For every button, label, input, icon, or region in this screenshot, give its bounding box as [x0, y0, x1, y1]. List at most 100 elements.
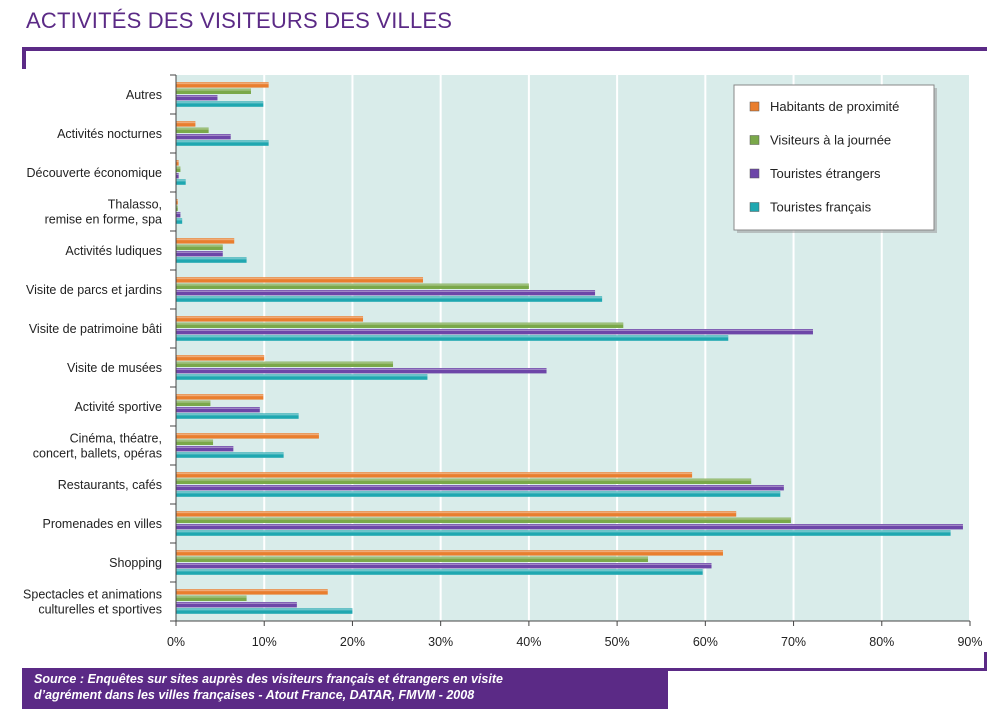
bar — [176, 355, 265, 361]
bar-highlight — [176, 121, 196, 124]
bar-highlight — [176, 407, 260, 409]
bar — [176, 511, 737, 517]
bar-highlight — [176, 440, 214, 442]
bar — [176, 238, 235, 244]
x-tick-label: 0% — [167, 635, 185, 649]
bar — [176, 290, 596, 296]
legend-label: Touristes étrangers — [770, 166, 881, 181]
category-label: Visite de patrimoine bâti — [29, 322, 162, 336]
bar-highlight — [176, 433, 319, 436]
x-tick-label: 90% — [957, 635, 982, 649]
bar-highlight — [176, 446, 234, 448]
x-tick-label: 70% — [781, 635, 806, 649]
bar — [176, 316, 364, 322]
category-label: Restaurants, cafés — [58, 478, 162, 492]
bar-highlight — [176, 160, 179, 163]
bar — [176, 530, 951, 536]
bar — [176, 277, 424, 283]
category-label: Shopping — [109, 556, 162, 570]
bar-highlight — [176, 316, 364, 319]
bar-highlight — [176, 563, 712, 565]
title-rule — [22, 47, 987, 51]
bar-highlight — [176, 245, 223, 247]
bar-highlight — [176, 238, 235, 241]
bar — [176, 472, 693, 478]
bar — [176, 374, 428, 380]
bar-highlight — [176, 128, 209, 130]
bar-highlight — [176, 258, 247, 260]
category-label: Cinéma, théatre, concert, ballets, opéras — [33, 432, 162, 461]
bar-highlight — [176, 609, 353, 611]
bar-highlight — [176, 102, 264, 104]
bar-highlight — [176, 219, 183, 221]
legend-swatch — [749, 202, 760, 212]
category-label: Spectacles et animations culturelles et s… — [23, 588, 162, 617]
bar — [176, 407, 260, 413]
bar — [176, 361, 394, 367]
category-label: Activités ludiques — [65, 244, 162, 258]
bar — [176, 160, 179, 166]
category-label: Découverte économique — [27, 166, 163, 180]
bar — [176, 140, 269, 146]
legend-label: Touristes français — [770, 200, 872, 215]
bar — [176, 517, 791, 523]
bar-highlight — [176, 251, 223, 253]
bar-highlight — [176, 589, 328, 592]
bar — [176, 478, 752, 484]
bar-highlight — [176, 323, 624, 325]
bar-highlight — [176, 284, 529, 286]
bar-highlight — [176, 180, 186, 182]
bar-highlight — [176, 206, 178, 208]
bar-highlight — [176, 355, 265, 358]
bar-highlight — [176, 199, 178, 202]
bar-highlight — [176, 414, 299, 416]
bar — [176, 524, 963, 530]
bar — [176, 251, 223, 257]
source-line-1: Source : Enquêtes sur sites auprès des v… — [34, 672, 503, 686]
bar — [176, 329, 813, 335]
bar — [176, 446, 234, 452]
bar — [176, 400, 211, 406]
legend: Habitants de proximité Visiteurs à la jou… — [733, 84, 937, 233]
bar-highlight — [176, 212, 181, 214]
bar-highlight — [176, 141, 269, 143]
bar-highlight — [176, 167, 181, 169]
bar-highlight — [176, 95, 218, 97]
bar — [176, 556, 648, 562]
bar — [176, 550, 723, 556]
bar — [176, 608, 353, 614]
bottom-rule-tick — [984, 652, 987, 671]
category-label: Autres — [126, 88, 162, 102]
x-tick-label: 20% — [340, 635, 365, 649]
bar-highlight — [176, 511, 737, 514]
bar — [176, 127, 209, 133]
title-rule-tick — [22, 47, 26, 69]
x-tick-label: 80% — [869, 635, 894, 649]
bar — [176, 179, 186, 185]
bar-highlight — [176, 531, 951, 533]
x-tick-label: 50% — [605, 635, 630, 649]
legend-swatch — [749, 101, 760, 112]
bar — [176, 134, 231, 140]
x-tick-label: 40% — [516, 635, 541, 649]
bar — [176, 433, 319, 439]
bar — [176, 452, 284, 458]
bar-highlight — [176, 550, 723, 553]
bottom-rule — [655, 668, 987, 671]
bar-highlight — [176, 524, 963, 526]
bar — [176, 368, 547, 374]
bar — [176, 218, 183, 224]
category-label: Activité sportive — [74, 400, 162, 414]
legend-label: Visiteurs à la journée — [770, 133, 891, 148]
legend-label: Habitants de proximité — [770, 99, 899, 114]
bar — [176, 166, 181, 172]
bar — [176, 595, 247, 601]
category-label: Thalasso, remise en forme, spa — [45, 198, 162, 227]
bar-highlight — [176, 368, 547, 370]
bar — [176, 88, 251, 94]
category-label: Visite de parcs et jardins — [26, 283, 162, 297]
bar-highlight — [176, 596, 247, 598]
bar-highlight — [176, 82, 269, 85]
source-note: Source : Enquêtes sur sites auprès des v… — [22, 668, 668, 709]
bar-highlight — [176, 518, 791, 520]
